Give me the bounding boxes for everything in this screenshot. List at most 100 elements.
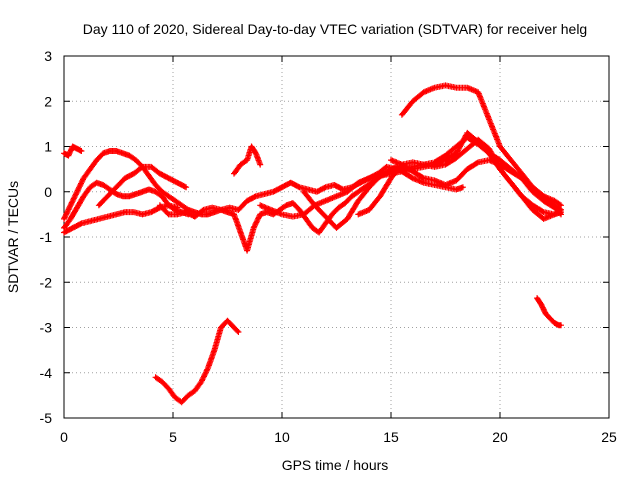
x-tick-label: 20	[492, 429, 508, 445]
data-point	[487, 158, 491, 162]
series-line-track-o	[152, 317, 242, 406]
data-point	[520, 176, 523, 180]
data-point	[250, 145, 253, 148]
x-tick-label: 0	[60, 429, 68, 445]
data-point	[477, 91, 480, 94]
data-point	[88, 186, 92, 189]
data-point	[298, 208, 301, 212]
data-point	[357, 199, 360, 202]
data-point	[259, 163, 262, 166]
data-point	[62, 217, 66, 221]
data-point	[67, 154, 70, 157]
data-point	[553, 321, 556, 325]
data-point	[544, 312, 547, 316]
data-point	[213, 210, 216, 214]
data-point	[115, 186, 118, 189]
data-point	[193, 389, 196, 393]
data-point	[80, 149, 83, 153]
data-point	[531, 208, 534, 212]
data-point	[226, 210, 229, 214]
data-point	[69, 204, 72, 207]
data-point	[237, 330, 240, 334]
axis-ticks	[63, 55, 610, 419]
data-point	[69, 217, 72, 221]
data-point	[298, 186, 301, 189]
data-point	[228, 206, 231, 209]
grid-lines	[64, 56, 609, 418]
data-point	[335, 195, 338, 198]
data-point	[176, 206, 179, 209]
data-point	[333, 183, 336, 187]
data-point	[75, 147, 79, 150]
data-point	[509, 170, 513, 173]
data-point	[335, 226, 338, 230]
data-point	[346, 190, 349, 193]
data-point	[123, 176, 127, 180]
data-point	[520, 195, 523, 198]
data-point	[167, 195, 170, 198]
y-tick-labels: -5 -4 -3 -2 -1 0 1 2 3	[40, 48, 53, 426]
data-point	[444, 186, 447, 189]
data-point	[173, 396, 177, 399]
data-point	[71, 226, 74, 230]
data-point	[88, 167, 92, 171]
data-point	[252, 226, 255, 230]
data-point	[498, 158, 502, 162]
data-point	[363, 186, 367, 189]
data-point	[206, 213, 210, 216]
data-point	[302, 213, 305, 216]
data-point	[132, 210, 135, 214]
data-point	[141, 165, 144, 169]
data-point	[324, 186, 327, 189]
data-point	[106, 215, 109, 218]
data-point	[141, 190, 144, 193]
data-point	[411, 161, 414, 164]
x-tick-label: 10	[274, 429, 290, 445]
data-point	[461, 186, 465, 189]
data-point	[289, 181, 292, 184]
data-point	[487, 147, 491, 150]
data-point	[232, 213, 236, 216]
data-point	[350, 195, 353, 198]
data-point	[368, 208, 371, 212]
data-point	[150, 165, 153, 169]
data-point	[357, 181, 360, 184]
data-point	[422, 181, 425, 184]
data-point	[239, 231, 242, 234]
data-point	[400, 113, 404, 117]
data-point	[422, 163, 425, 166]
data-point	[444, 154, 447, 157]
data-point	[141, 213, 144, 216]
data-point	[237, 208, 240, 212]
data-point	[80, 222, 83, 225]
data-point	[306, 188, 310, 191]
data-point	[211, 206, 214, 209]
data-point	[128, 154, 131, 157]
x-tick-labels: 0 5 10 15 20 25	[60, 429, 617, 445]
data-point	[202, 208, 205, 212]
data-point	[167, 213, 170, 216]
data-point	[97, 204, 101, 207]
data-point	[520, 172, 523, 175]
data-point	[557, 324, 561, 327]
data-point	[102, 152, 105, 155]
data-point	[466, 147, 469, 150]
series-line-track-p	[534, 295, 564, 329]
data-point	[466, 167, 469, 171]
data-point	[553, 213, 556, 216]
data-point	[82, 195, 85, 198]
data-point	[160, 380, 164, 383]
data-point	[167, 204, 170, 207]
data-point	[444, 158, 447, 162]
data-point	[97, 217, 101, 221]
data-point	[411, 100, 414, 103]
data-point	[176, 181, 179, 184]
data-point	[102, 183, 105, 187]
data-point	[498, 163, 502, 166]
data-point	[147, 174, 151, 178]
data-point	[455, 188, 458, 191]
series-track-l	[398, 168, 466, 193]
data-point	[324, 222, 327, 225]
data-point	[115, 149, 118, 153]
